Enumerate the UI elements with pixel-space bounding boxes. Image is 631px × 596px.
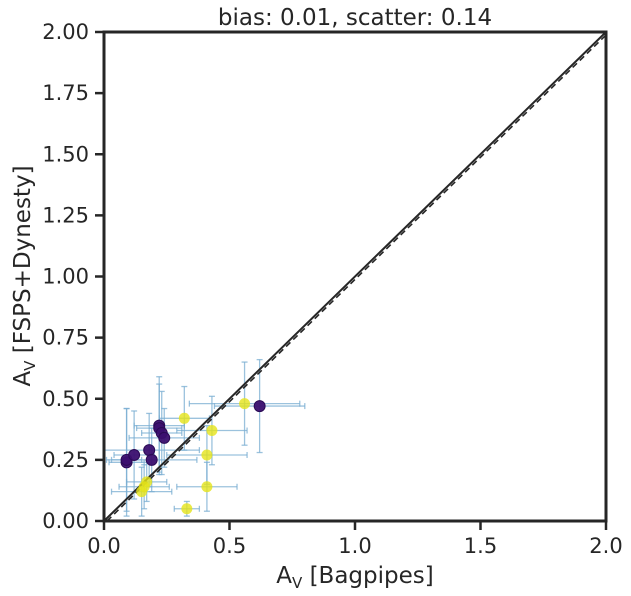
x-tick-label: 1.0 (338, 534, 371, 558)
x-axis: 0.0 0.5 1.0 1.5 2.0 (87, 521, 623, 558)
one-to-one-line (103, 31, 607, 522)
data-point (128, 448, 141, 461)
data-point (181, 503, 193, 515)
y-tick-label: 0.75 (42, 326, 89, 350)
data-point (239, 398, 251, 410)
points-layer (120, 398, 266, 515)
data-point (253, 400, 266, 413)
data-point (206, 425, 218, 437)
y-tick-label: 0.00 (42, 509, 89, 533)
y-tick-label: 1.25 (42, 203, 89, 227)
x-tick-label: 0.5 (213, 534, 246, 558)
y-tick-label: 2.00 (42, 20, 89, 44)
data-point (143, 444, 156, 457)
x-axis-title: AV [Bagpipes] (276, 563, 433, 592)
data-point (158, 431, 171, 444)
y-tick-label: 1.75 (42, 81, 89, 105)
x-tick-label: 1.5 (464, 534, 497, 558)
chart-title: bias: 0.01, scatter: 0.14 (218, 5, 492, 31)
identity-line-dashed (106, 34, 607, 522)
data-point (145, 453, 158, 466)
data-point (178, 412, 190, 424)
y-tick-label: 1.00 (42, 265, 89, 289)
data-point (201, 481, 213, 493)
y-axis: 0.00 0.25 0.50 0.75 1.00 1.25 1.50 1.75 2.00 (42, 20, 104, 533)
x-tick-label: 0.0 (87, 534, 120, 558)
data-point (201, 449, 213, 461)
data-point (141, 476, 153, 488)
y-tick-label: 0.50 (42, 387, 89, 411)
y-tick-label: 1.50 (42, 142, 89, 166)
identity-line-solid (103, 31, 607, 522)
y-tick-label: 0.25 (42, 448, 89, 472)
x-tick-label: 2.0 (589, 534, 622, 558)
y-axis-title: AV [FSPS+Dynesty] (10, 165, 39, 386)
